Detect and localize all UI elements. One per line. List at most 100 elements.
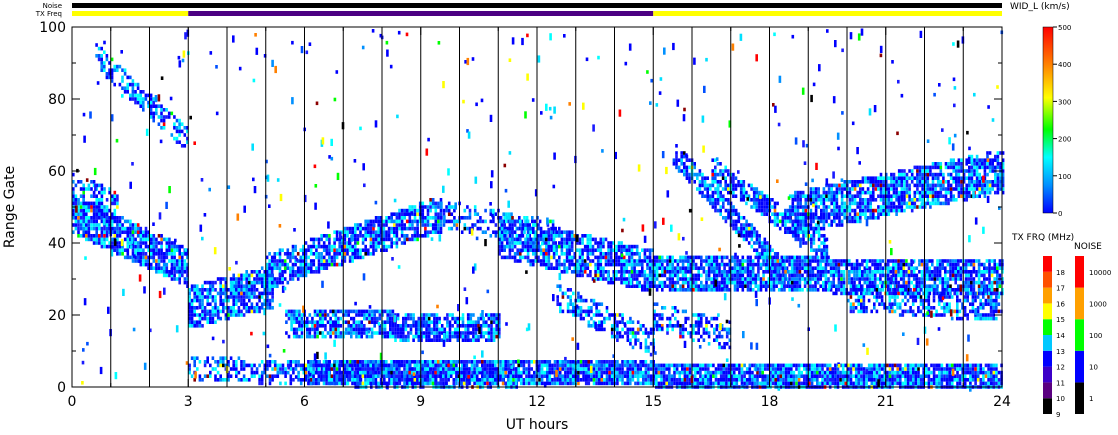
data-cell bbox=[147, 262, 150, 267]
data-cell bbox=[604, 262, 608, 267]
data-cell bbox=[620, 259, 623, 263]
data-cell bbox=[816, 381, 819, 386]
data-cell bbox=[491, 363, 494, 368]
data-cell bbox=[273, 259, 277, 263]
data-cell bbox=[469, 324, 473, 328]
data-cell bbox=[792, 374, 796, 378]
data-cell bbox=[563, 266, 566, 270]
data-cell bbox=[437, 226, 440, 231]
data-cell bbox=[242, 288, 246, 292]
data-cell bbox=[136, 252, 140, 256]
data-cell bbox=[160, 244, 163, 249]
data-cell bbox=[170, 133, 174, 137]
data-cell bbox=[206, 295, 209, 299]
data-cell bbox=[883, 381, 887, 386]
data-cell bbox=[100, 226, 104, 231]
data-cell bbox=[95, 241, 98, 245]
data-cell bbox=[475, 367, 479, 371]
data-cell bbox=[193, 313, 196, 317]
data-cell bbox=[77, 223, 80, 227]
data-cell bbox=[322, 266, 326, 270]
data-cell bbox=[248, 288, 251, 292]
data-cell bbox=[369, 378, 372, 382]
data-cell bbox=[596, 248, 600, 252]
data-cell bbox=[740, 381, 744, 386]
data-cell bbox=[170, 259, 174, 263]
data-cell bbox=[870, 381, 874, 386]
data-cell bbox=[374, 363, 378, 368]
data-cell bbox=[317, 241, 321, 245]
data-cell bbox=[113, 212, 117, 216]
data-cell bbox=[311, 327, 314, 332]
data-cell bbox=[325, 259, 329, 263]
data-cell bbox=[479, 334, 483, 339]
data-cell bbox=[245, 291, 248, 296]
data-cell bbox=[103, 50, 106, 54]
data-cell bbox=[987, 378, 990, 382]
data-cell bbox=[413, 226, 417, 231]
data-cell bbox=[325, 234, 329, 238]
data-cell bbox=[108, 75, 111, 80]
data-cell bbox=[307, 363, 310, 368]
data-cell bbox=[108, 219, 111, 224]
data-cell bbox=[489, 212, 493, 216]
data-cell bbox=[294, 270, 297, 274]
data-cell bbox=[366, 367, 370, 371]
data-cell bbox=[961, 367, 964, 371]
data-cell bbox=[722, 370, 726, 375]
data-cell bbox=[292, 334, 296, 339]
data-cell bbox=[782, 378, 785, 382]
data-cell bbox=[543, 363, 546, 368]
data-cell bbox=[201, 306, 204, 310]
data-cell bbox=[190, 288, 194, 292]
data-cell bbox=[453, 334, 457, 339]
data-cell bbox=[462, 367, 466, 371]
data-cell bbox=[899, 367, 902, 371]
data-cell bbox=[121, 68, 124, 72]
data-cell bbox=[875, 363, 879, 368]
data-cell bbox=[427, 324, 431, 328]
data-cell bbox=[568, 241, 571, 245]
data-cell bbox=[503, 216, 506, 220]
data-cell bbox=[198, 320, 202, 324]
data-cell bbox=[168, 248, 171, 252]
data-cell bbox=[147, 234, 150, 238]
data-cell bbox=[110, 241, 114, 245]
data-cell bbox=[330, 374, 334, 378]
data-cell bbox=[615, 255, 618, 260]
data-cell bbox=[678, 381, 681, 386]
data-cell bbox=[431, 360, 435, 364]
data-cell bbox=[100, 216, 104, 220]
data-cell bbox=[95, 237, 98, 242]
data-cell bbox=[214, 309, 217, 314]
data-cell bbox=[188, 313, 191, 317]
data-cell bbox=[100, 187, 104, 191]
data-cell bbox=[222, 302, 225, 306]
data-cell bbox=[325, 266, 329, 270]
data-cell bbox=[492, 320, 496, 324]
data-cell bbox=[224, 295, 228, 299]
data-cell bbox=[333, 255, 336, 260]
data-cell bbox=[351, 378, 354, 382]
data-cell bbox=[123, 68, 127, 72]
data-cell bbox=[989, 374, 993, 378]
data-cell bbox=[418, 367, 422, 371]
data-cell bbox=[790, 370, 793, 375]
data-cell bbox=[103, 216, 106, 220]
data-cell bbox=[167, 115, 171, 119]
data-cell bbox=[385, 370, 388, 375]
data-cell bbox=[90, 208, 93, 213]
data-cell bbox=[90, 194, 93, 198]
data-cell bbox=[670, 363, 674, 368]
data-cell bbox=[160, 237, 163, 242]
data-cell bbox=[317, 374, 321, 378]
data-cell bbox=[250, 374, 254, 378]
data-cell bbox=[131, 230, 135, 234]
data-cell bbox=[663, 266, 667, 270]
data-cell bbox=[178, 270, 181, 274]
data-cell bbox=[538, 244, 542, 249]
data-cell bbox=[591, 237, 595, 242]
data-cell bbox=[302, 244, 305, 249]
data-cell bbox=[121, 226, 124, 231]
data-cell bbox=[447, 219, 451, 224]
